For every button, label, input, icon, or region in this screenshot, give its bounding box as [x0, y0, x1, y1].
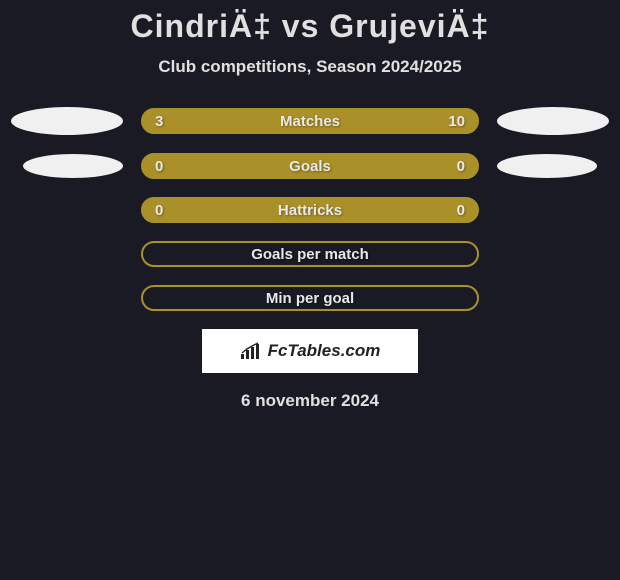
stat-bar-hattricks: 0 Hattricks 0: [141, 197, 479, 223]
logo-text: FcTables.com: [268, 341, 381, 361]
logo-box[interactable]: FcTables.com: [202, 329, 418, 373]
stat-bar-goals: 0 Goals 0: [141, 153, 479, 179]
player-left-marker: [11, 107, 123, 135]
stat-label: Goals: [289, 158, 331, 175]
player-right-marker: [497, 107, 609, 135]
stat-row-matches: 3 Matches 10: [0, 107, 620, 135]
stat-row-hattricks: 0 Hattricks 0: [0, 197, 620, 223]
stat-bar-min-per-goal: Min per goal: [141, 285, 479, 311]
stat-label: Goals per match: [251, 246, 369, 263]
chart-icon: [240, 342, 262, 360]
comparison-widget: CindriÄ‡ vs GrujeviÄ‡ Club competitions,…: [0, 0, 620, 411]
logo-inner: FcTables.com: [240, 341, 381, 361]
stat-left-value: 0: [155, 202, 163, 219]
stat-bar-matches: 3 Matches 10: [141, 108, 479, 134]
player-right-marker: [497, 154, 597, 178]
stat-left-value: 0: [155, 158, 163, 175]
stat-label: Matches: [280, 113, 340, 130]
stat-right-value: 0: [457, 202, 465, 219]
stat-row-goals: 0 Goals 0: [0, 153, 620, 179]
stat-bar-goals-per-match: Goals per match: [141, 241, 479, 267]
player-left-marker: [23, 154, 123, 178]
stat-left-value: 3: [155, 113, 163, 130]
footer-date: 6 november 2024: [0, 391, 620, 411]
page-title: CindriÄ‡ vs GrujeviÄ‡: [0, 8, 620, 45]
stat-row-goals-per-match: Goals per match: [0, 241, 620, 267]
stat-right-value: 0: [457, 158, 465, 175]
stat-row-min-per-goal: Min per goal: [0, 285, 620, 311]
stat-label: Hattricks: [278, 202, 342, 219]
stat-label: Min per goal: [266, 290, 354, 307]
page-subtitle: Club competitions, Season 2024/2025: [0, 57, 620, 77]
stat-right-value: 10: [448, 113, 465, 130]
